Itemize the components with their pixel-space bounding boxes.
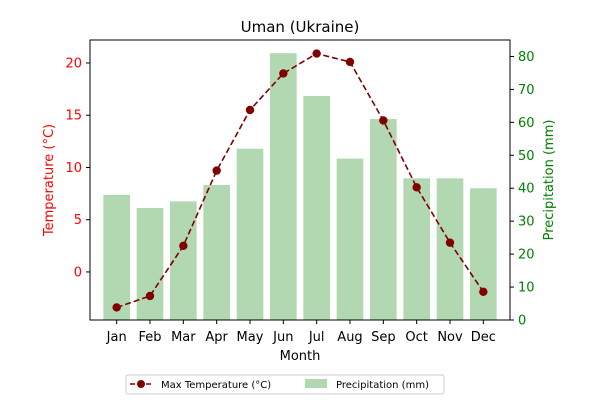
right-y-axis-label: Precipitation (mm) bbox=[542, 120, 557, 241]
temperature-point bbox=[245, 105, 255, 115]
legend: Max Temperature (°C) Precipitation (mm) bbox=[125, 374, 445, 395]
left-tick-label: 15 bbox=[65, 109, 82, 124]
temperature-line-layer bbox=[112, 49, 488, 312]
left-y-axis: 0 5 10 15 20 bbox=[65, 56, 90, 280]
temperature-point bbox=[445, 238, 455, 247]
right-tick-label: 60 bbox=[518, 116, 535, 131]
x-tick-label: May bbox=[237, 330, 264, 345]
temperature-point bbox=[145, 291, 155, 301]
x-axis-label: Month bbox=[280, 349, 321, 364]
precipitation-bar bbox=[270, 53, 297, 320]
x-tick-label: Nov bbox=[437, 330, 463, 345]
right-tick-label: 0 bbox=[518, 314, 526, 329]
temperature-point bbox=[379, 116, 388, 125]
temperature-point bbox=[412, 183, 421, 192]
left-tick-label: 20 bbox=[65, 56, 82, 71]
temperature-point bbox=[179, 241, 188, 251]
legend-line-marker bbox=[137, 380, 145, 388]
plot-frame bbox=[89, 39, 511, 321]
precipitation-bar bbox=[136, 208, 164, 320]
x-tick-label: Jan bbox=[106, 330, 127, 345]
temperature-point bbox=[279, 69, 288, 78]
left-y-axis-label: Temperature (°C) bbox=[42, 124, 57, 237]
left-tick-label: 10 bbox=[65, 161, 82, 176]
x-tick-label: Mar bbox=[171, 330, 196, 345]
right-tick-label: 10 bbox=[518, 281, 535, 296]
x-axis: Jan Feb Mar Apr May Jun Jul Aug Sep Oct Nov Dec bbox=[106, 320, 496, 345]
chart-title: Uman (Ukraine) bbox=[241, 18, 360, 36]
right-tick-label: 70 bbox=[518, 83, 535, 98]
precipitation-bar bbox=[303, 96, 330, 320]
precipitation-bar bbox=[170, 201, 197, 320]
left-tick-label: 0 bbox=[74, 265, 82, 280]
precipitation-bar bbox=[103, 194, 130, 320]
precipitation-bar bbox=[403, 178, 430, 320]
precipitation-bar bbox=[203, 184, 230, 320]
temperature-point bbox=[112, 303, 121, 312]
temperature-point bbox=[479, 287, 488, 296]
precipitation-bar bbox=[436, 178, 464, 320]
temperature-point bbox=[212, 166, 221, 175]
x-tick-label: Feb bbox=[138, 330, 161, 345]
left-tick-label: 5 bbox=[74, 213, 82, 228]
legend-label-temperature: Max Temperature (°C) bbox=[161, 380, 271, 391]
legend-bar-swatch bbox=[305, 379, 327, 388]
temperature-point bbox=[312, 49, 321, 58]
temperature-line bbox=[116, 52, 484, 309]
x-tick-label: Jun bbox=[272, 330, 293, 345]
x-tick-label: Dec bbox=[471, 330, 496, 345]
x-tick-label: Oct bbox=[405, 330, 427, 345]
x-tick-label: Sep bbox=[371, 330, 396, 345]
x-tick-label: Jul bbox=[308, 330, 325, 345]
right-y-axis: 0 10 20 30 40 50 60 70 80 bbox=[510, 50, 535, 329]
x-tick-label: Apr bbox=[205, 330, 228, 345]
right-tick-label: 40 bbox=[518, 182, 535, 197]
right-tick-label: 20 bbox=[518, 248, 535, 263]
precipitation-bar bbox=[470, 188, 497, 320]
precipitation-bar bbox=[370, 119, 397, 320]
right-tick-label: 50 bbox=[518, 149, 535, 164]
right-tick-label: 80 bbox=[518, 50, 535, 65]
temperature-point bbox=[345, 57, 355, 67]
precipitation-bars bbox=[103, 53, 497, 320]
right-tick-label: 30 bbox=[518, 215, 535, 230]
legend-box bbox=[125, 374, 445, 395]
x-tick-label: Aug bbox=[337, 330, 362, 345]
precipitation-bar bbox=[236, 148, 264, 320]
legend-label-precipitation: Precipitation (mm) bbox=[336, 380, 429, 391]
precipitation-bar bbox=[336, 158, 364, 320]
